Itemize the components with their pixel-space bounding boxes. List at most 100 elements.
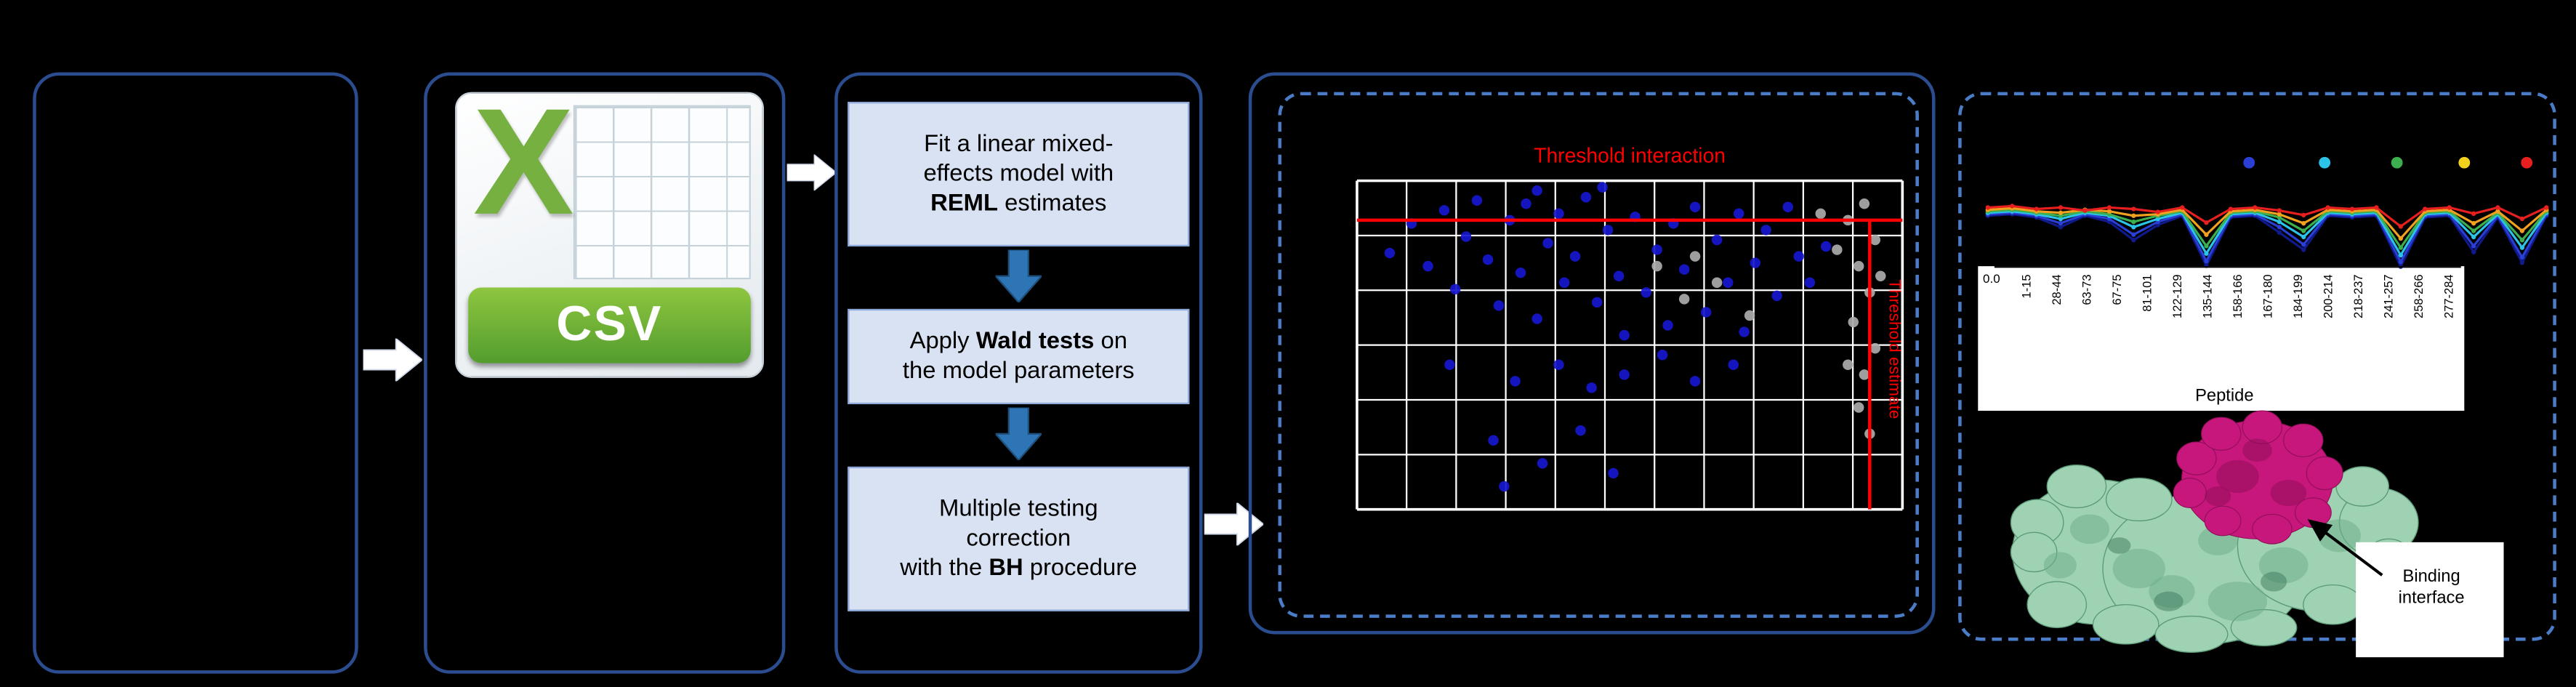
profile-point: [2277, 230, 2282, 235]
significant-point: [1438, 205, 1450, 216]
binding-interface-region: [2176, 441, 2217, 475]
threshold-estimate-label: Threshold estimate: [1885, 279, 1904, 419]
profile-point: [2058, 220, 2064, 226]
protein-shadow-dark: [2154, 591, 2183, 611]
profile-point: [2471, 211, 2476, 216]
profile-point: [2398, 245, 2404, 250]
significant-point: [1820, 241, 1832, 252]
peptide-tick-label: 200-214: [2322, 274, 2335, 318]
arrow-shape: [995, 407, 1042, 460]
significant-point: [1689, 201, 1701, 213]
nonsignificant-point: [1832, 244, 1843, 255]
nonsignificant-point: [1678, 294, 1690, 305]
y-tick-label: 0.0: [1983, 272, 2000, 286]
threshold-results-panel: [1248, 72, 1936, 635]
significant-point: [1619, 329, 1630, 341]
peptide-tick-label: 63-73: [2081, 274, 2094, 305]
binding-interface-shadow: [2205, 486, 2231, 507]
binding-interface-region: [2173, 478, 2207, 508]
significant-point: [1760, 225, 1771, 236]
nonsignificant-point: [1848, 316, 1859, 328]
arrow-shape: [363, 338, 422, 382]
protein-surface-green: [2046, 464, 2107, 509]
threshold-results-dashed-border: [1278, 92, 1919, 618]
significant-point: [1597, 182, 1608, 193]
profile-point: [2301, 242, 2306, 247]
profile-point: [2277, 219, 2282, 225]
profile-point: [2204, 220, 2209, 225]
profile-point: [2398, 260, 2404, 265]
significant-point: [1602, 225, 1614, 236]
nonsignificant-point: [1859, 198, 1870, 209]
significant-point: [1586, 382, 1597, 393]
binding-interface-shadow: [2270, 479, 2307, 507]
significant-point: [1782, 201, 1794, 213]
profile-point: [2058, 205, 2064, 210]
significant-point: [1678, 264, 1690, 275]
profile-point: [2131, 206, 2136, 212]
binding-interface-region: [2283, 423, 2324, 457]
profile-point: [2204, 258, 2209, 264]
significant-point: [1471, 195, 1483, 206]
legend-dot: [2319, 156, 2331, 169]
excel-x-letter: X: [472, 79, 574, 247]
significant-point: [1700, 307, 1712, 318]
binding-interface-region: [2306, 456, 2343, 491]
profile-point: [2471, 249, 2476, 254]
profile-point: [2519, 238, 2525, 243]
profile-point: [2082, 208, 2088, 213]
profile-point: [2495, 205, 2500, 210]
profile-line-red: [1987, 204, 2547, 228]
csv-file-box: X CSV: [424, 72, 786, 674]
profile-point: [2180, 205, 2185, 210]
peptide-tick-label: 135-144: [2202, 274, 2215, 318]
significant-point: [1515, 267, 1526, 278]
nonsignificant-point: [1689, 251, 1701, 262]
significant-point: [1460, 231, 1472, 242]
significant-point: [1569, 251, 1581, 262]
nonsignificant-point: [1853, 402, 1864, 413]
significant-point: [1793, 251, 1804, 262]
legend-dot: [2391, 156, 2403, 169]
nonsignificant-point: [1651, 260, 1662, 272]
significant-point: [1537, 458, 1548, 469]
profile-point: [2398, 252, 2404, 258]
profile-point: [2204, 232, 2209, 237]
significant-point: [1728, 359, 1739, 370]
peptide-tick-label: 167-180: [2262, 274, 2275, 318]
significant-point: [1422, 260, 1433, 272]
arrow-shape: [786, 154, 837, 191]
step-bh-correction: Multiple testing correction with the BH pr…: [848, 466, 1190, 611]
peptide-profile-figure: 0.0 1-15 28-44 63-73 67-75 81-101 122-129 135-1…: [1975, 121, 2560, 667]
significant-point: [1553, 208, 1564, 220]
peptide-tick-label: 81-101: [2141, 274, 2154, 311]
profile-point: [2301, 228, 2306, 233]
statistics-pipeline-box: [834, 72, 1203, 674]
significant-point: [1739, 326, 1750, 337]
profile-point: [2058, 225, 2064, 230]
profile-point: [2058, 210, 2064, 215]
binding-interface-shadow: [2242, 438, 2272, 462]
protein-surface-green: [2335, 466, 2390, 507]
nonsignificant-point: [1853, 260, 1864, 272]
peptide-tick-label: 277-284: [2442, 274, 2455, 318]
flow-arrow-right-2: [786, 154, 837, 191]
nonsignificant-point: [1869, 234, 1881, 246]
profile-point: [2544, 205, 2549, 210]
axis-label-panel: [1978, 266, 2465, 411]
profile-point: [2519, 228, 2525, 233]
profile-point: [2325, 205, 2330, 210]
significant-point: [1521, 198, 1531, 209]
nonsignificant-point: [1711, 277, 1723, 288]
significant-point: [1657, 349, 1668, 361]
protein-surface-green: [2092, 604, 2160, 645]
significant-point: [1750, 257, 1761, 268]
profile-point: [2471, 234, 2476, 240]
input-data-box: [33, 72, 358, 674]
significant-point: [1510, 376, 1521, 387]
profile-line-navy: [1987, 213, 2548, 268]
significant-point: [1553, 359, 1564, 370]
nonsignificant-point: [1859, 369, 1870, 380]
protein-structure: [2010, 410, 2419, 653]
peptide-tick-label: 28-44: [2050, 274, 2064, 305]
